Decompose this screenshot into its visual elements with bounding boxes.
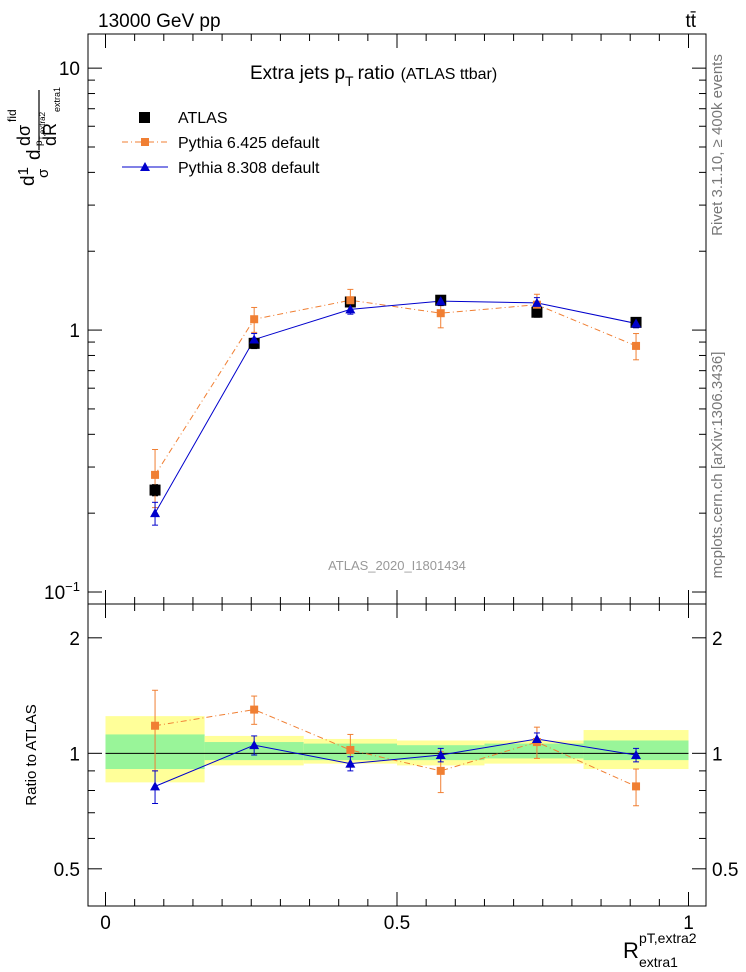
rivet-note: Rivet 3.1.10, ≥ 400k events bbox=[709, 54, 726, 236]
xlabel-base: R bbox=[623, 938, 639, 963]
mcplots-note: mcplots.cern.ch [arXiv:1306.3436] bbox=[709, 352, 726, 579]
legend-pythia6-marker bbox=[141, 138, 149, 146]
header-left: 13000 GeV pp bbox=[98, 11, 221, 32]
ratio-pythia8-marker bbox=[150, 781, 161, 791]
main-pythia8-line bbox=[154, 300, 637, 514]
main-ytick-labels: 10 1 10−1 bbox=[44, 59, 80, 604]
xtick-label: 0.5 bbox=[384, 913, 410, 934]
ratio-ytick-label-right: 2 bbox=[712, 629, 723, 650]
ratio-ticks bbox=[88, 604, 706, 907]
ylabel-d: d bbox=[24, 149, 45, 160]
legend: ATLAS Pythia 6.425 default Pythia 8.308 … bbox=[122, 110, 320, 177]
xlabel-sup: pT,extra2 bbox=[639, 930, 697, 946]
ratio-pythia8-marker bbox=[631, 749, 642, 759]
ylabel-sigma: σ bbox=[35, 168, 52, 178]
ylabel-fid: fid bbox=[5, 109, 19, 122]
legend-pythia8-label: Pythia 8.308 default bbox=[178, 160, 320, 177]
xtick-label: 1 bbox=[683, 913, 694, 934]
ratio-pythia8-marker bbox=[345, 758, 356, 768]
main-ylabel: d1 σ d dσ fid pT,extra2 dR extra1 bbox=[5, 87, 62, 186]
ratio-ytick-label-left: 0.5 bbox=[54, 860, 80, 881]
ylabel-d1: d1 bbox=[15, 167, 39, 186]
main-pythia6-marker bbox=[436, 309, 445, 318]
ratio-ytick-label-left: 2 bbox=[69, 629, 80, 650]
ylabel-dR: dR bbox=[40, 123, 60, 146]
ratio-pythia6-marker bbox=[346, 746, 355, 755]
ratio-panel: 2 21 10.5 0.5 0 0.5 1 Ratio to ATLAS R pT,ext… bbox=[23, 603, 739, 970]
ratio-pythia8-marker bbox=[531, 733, 542, 743]
main-pythia6-marker bbox=[346, 296, 355, 305]
analysis-watermark: ATLAS_2020_I1801434 bbox=[328, 558, 466, 573]
main-pythia6-marker bbox=[151, 470, 160, 479]
chart-title: Extra jets pT ratio (ATLAS ttbar) bbox=[250, 63, 497, 89]
ratio-pythia6-marker bbox=[632, 782, 641, 791]
ratio-band-inner bbox=[484, 743, 584, 759]
ylabel-extra1: extra1 bbox=[52, 87, 62, 112]
legend-atlas-label: ATLAS bbox=[178, 110, 228, 127]
ratio-pythia6-marker bbox=[151, 721, 160, 730]
ratio-pythia8-marker bbox=[435, 749, 446, 759]
ratio-pythia6-marker bbox=[436, 766, 445, 775]
legend-pythia8-marker bbox=[140, 162, 150, 171]
main-ticks bbox=[88, 34, 706, 604]
main-atlas-marker bbox=[149, 484, 161, 496]
ylabel-dsigma: dσ bbox=[14, 125, 34, 146]
ratio-xtick-labels: 0 0.5 1 bbox=[100, 913, 694, 934]
legend-pythia6-label: Pythia 6.425 default bbox=[178, 135, 320, 152]
main-pythia8-marker bbox=[249, 334, 260, 344]
main-pythia6-marker bbox=[632, 341, 641, 350]
ratio-pythia8-marker bbox=[249, 740, 260, 750]
ratio-markers bbox=[150, 705, 642, 791]
xlabel: R pT,extra2 extra1 bbox=[623, 930, 697, 970]
main-pythia8-marker bbox=[345, 304, 356, 314]
xtick-label: 0 bbox=[100, 913, 111, 934]
main-pythia8-marker bbox=[435, 296, 446, 306]
ratio-ylabel: Ratio to ATLAS bbox=[23, 704, 40, 805]
ratio-ytick-label-right: 0.5 bbox=[712, 860, 738, 881]
main-ytick-label: 1 bbox=[69, 321, 80, 342]
main-pythia8-marker bbox=[531, 297, 542, 307]
xlabel-sub: extra1 bbox=[639, 954, 678, 970]
main-pythia6-marker bbox=[250, 315, 259, 324]
header-right: tt̄ bbox=[685, 11, 696, 32]
main-pythia8-marker bbox=[631, 318, 642, 328]
main-pythia6-line bbox=[154, 299, 637, 476]
ratio-ytick-labels: 2 2 1 1 0.5 0.5 bbox=[54, 629, 739, 881]
main-pythia8-marker bbox=[150, 508, 161, 518]
legend-atlas-marker bbox=[139, 112, 150, 123]
ratio-pythia8-line bbox=[154, 738, 637, 787]
main-series-lines bbox=[154, 299, 637, 514]
ratio-ytick-label-right: 1 bbox=[712, 744, 723, 765]
main-markers bbox=[149, 294, 642, 518]
main-ytick-label: 10−1 bbox=[44, 579, 80, 604]
main-ytick-label: 10 bbox=[59, 59, 80, 80]
main-error-bars bbox=[152, 288, 640, 526]
main-atlas-marker bbox=[531, 306, 543, 318]
ratio-series-lines bbox=[154, 709, 637, 787]
ratio-pythia6-marker bbox=[250, 705, 259, 714]
ratio-pythia6-line bbox=[154, 709, 637, 787]
ratio-ytick-label-left: 1 bbox=[69, 744, 80, 765]
